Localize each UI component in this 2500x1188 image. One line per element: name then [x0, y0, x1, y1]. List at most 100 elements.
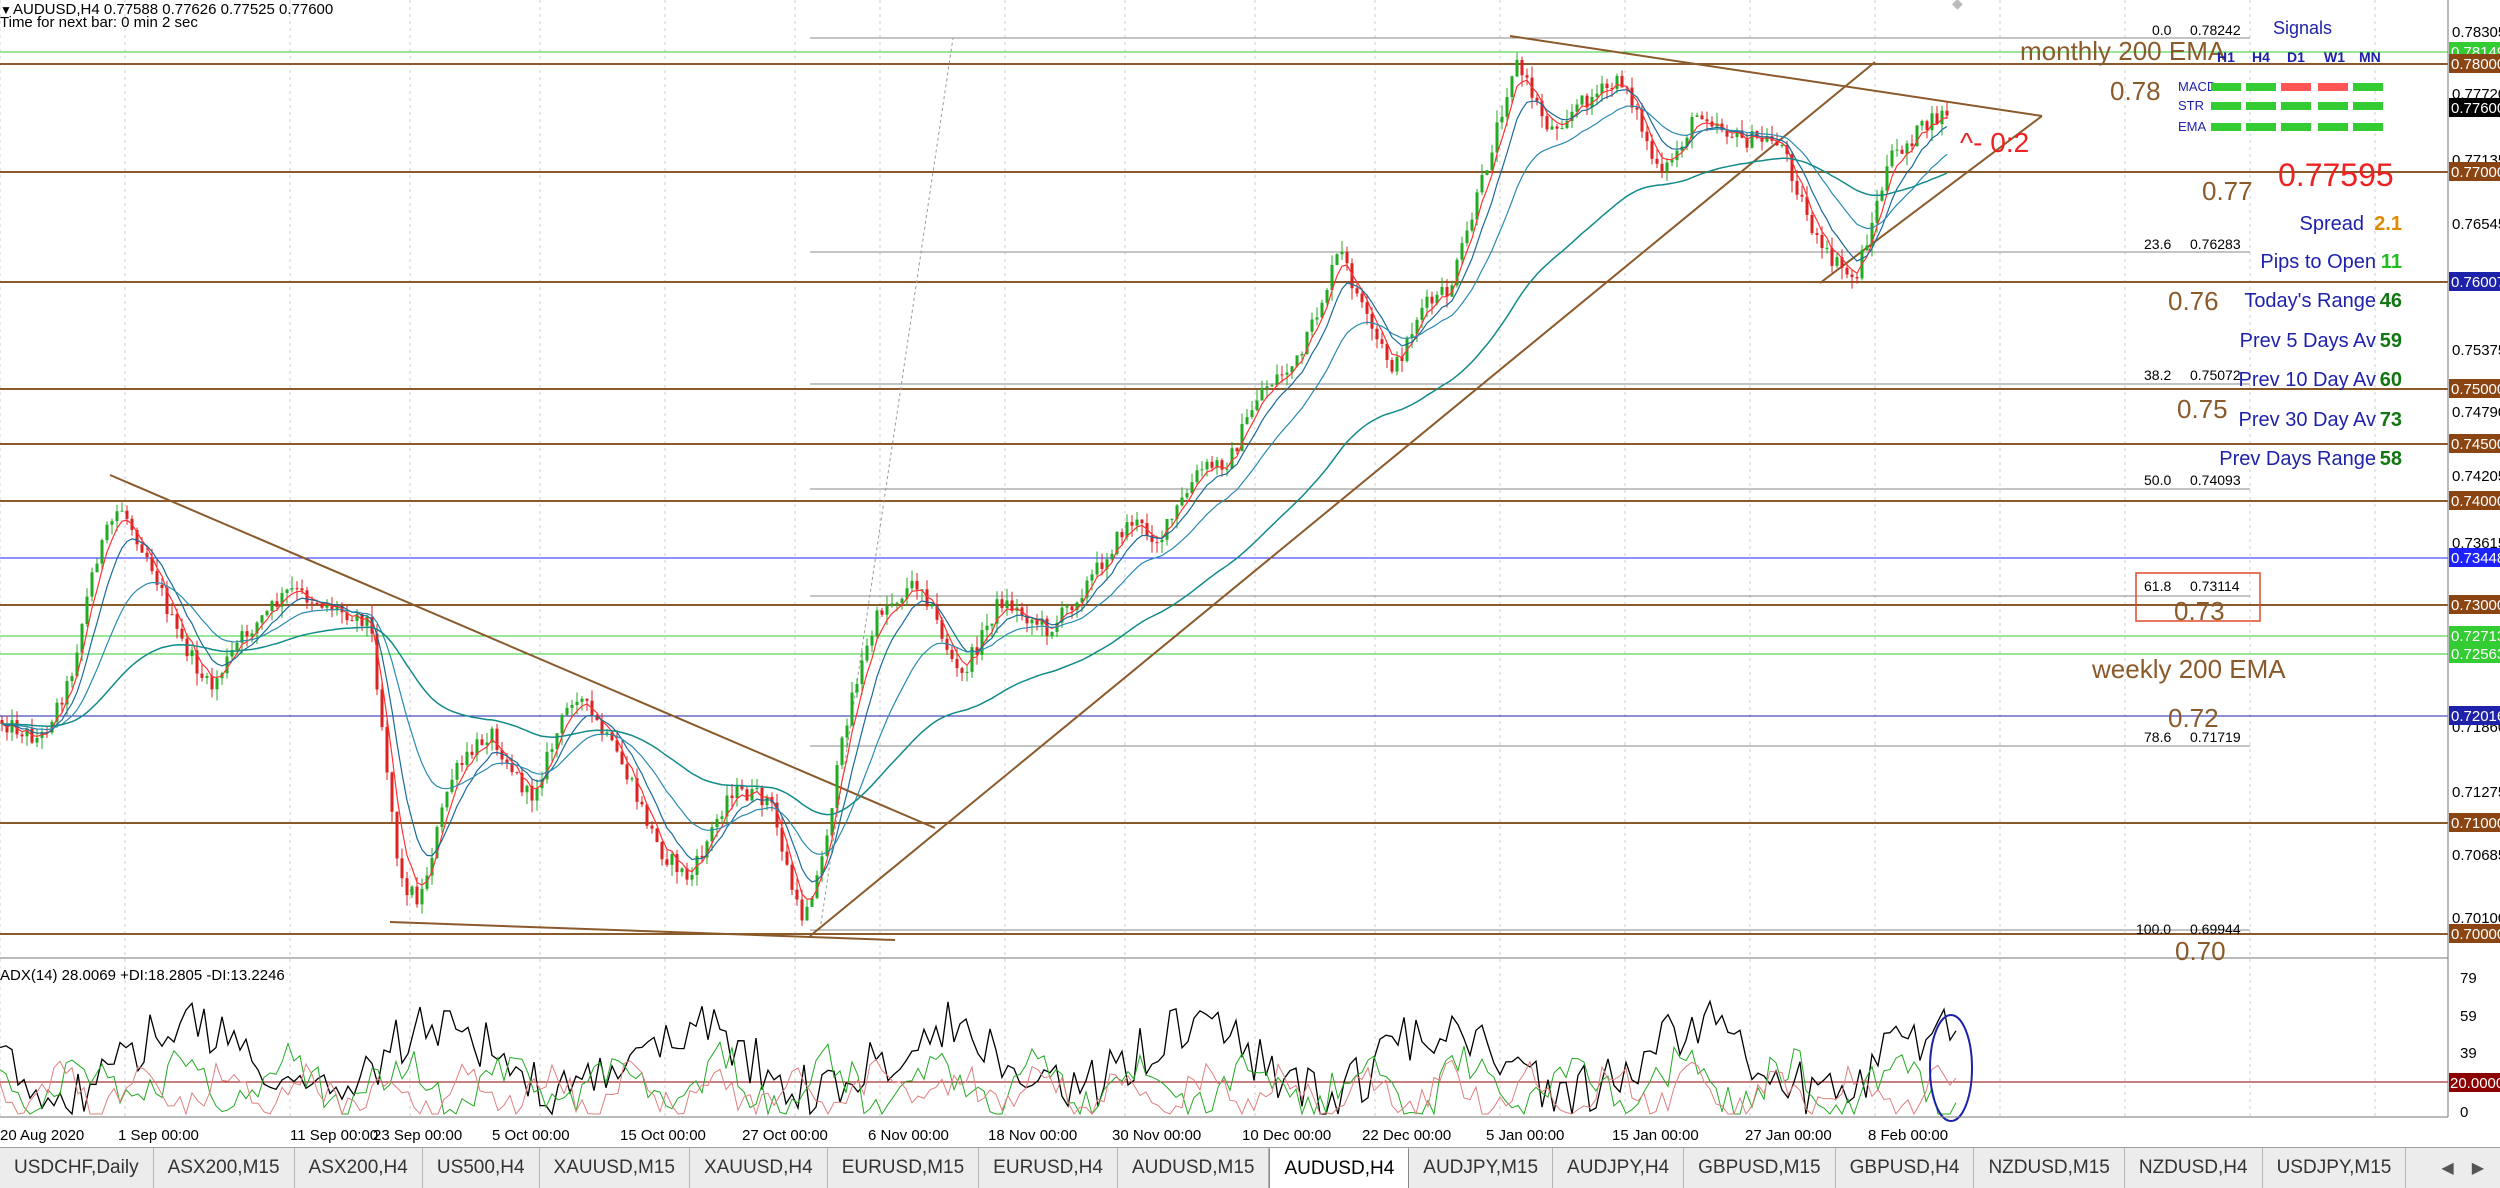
tab-eurusd-h4[interactable]: EURUSD,H4 [979, 1148, 1118, 1188]
fib-price-50: 0.74093 [2190, 472, 2241, 488]
scroll-right-icon[interactable]: ▶ [2471, 1160, 2484, 1177]
chart-tab-bar: USDCHF,Daily ASX200,M15 ASX200,H4 US500,H4 X… [0, 1147, 2500, 1188]
price-tag: 0.75000 [2449, 379, 2500, 398]
time-label: 18 Nov 00:00 [988, 1127, 1077, 1144]
fib-price-786: 0.71719 [2190, 729, 2241, 745]
signal-column: MN [2359, 49, 2381, 65]
stat-label: Prev Days Range [2219, 448, 2376, 470]
tab-audjpy-m15[interactable]: AUDJPY,M15 [1409, 1148, 1554, 1188]
stat-value: 58 [2380, 448, 2402, 470]
tab-xauusd-h4[interactable]: XAUUSD,H4 [690, 1148, 828, 1188]
signal-cell [2211, 83, 2241, 91]
price-axis[interactable]: 0.783050.777200.771350.765450.759600.753… [2449, 24, 2500, 943]
signal-cell [2211, 123, 2241, 131]
fib-618-box[interactable] [2135, 572, 2261, 622]
signal-cell [2281, 123, 2311, 131]
signals-panel: Signals H1 H4 D1 W1 MN MACD STR EMA [2178, 18, 2383, 134]
price-tick: 0.71275 [2452, 784, 2500, 801]
price-tag-text: 0.74500 [2451, 436, 2500, 453]
price-tag-text: 0.72713 [2451, 628, 2500, 645]
adx-tick: 59 [2460, 1008, 2477, 1025]
price-tag-text: 0.73448 [2451, 550, 2500, 567]
time-label: 11 Sep 00:00 [290, 1127, 378, 1144]
adx-tick: 39 [2460, 1045, 2477, 1062]
round-label-078: 0.78 [2110, 76, 2161, 106]
signal-column: H1 [2217, 49, 2235, 65]
price-tag: 0.77600 [2449, 98, 2500, 117]
tab-eurusd-m15[interactable]: EURUSD,M15 [828, 1148, 980, 1188]
signal-cell [2318, 123, 2348, 131]
stat-label: Pips to Open [2260, 251, 2376, 273]
moving-averages [1, 79, 1948, 900]
price-tag: 0.74000 [2449, 491, 2500, 510]
trend-lines[interactable] [109, 35, 2043, 941]
time-label: 30 Nov 00:00 [1112, 1127, 1201, 1144]
stat-label: Today's Range [2244, 290, 2376, 312]
round-label-072: 0.72 [2168, 703, 2219, 733]
fib-label-786: 78.6 [2144, 729, 2171, 745]
fib-label-0: 0.0 [2152, 22, 2172, 38]
tab-nzdusd-m15[interactable]: NZDUSD,M15 [1974, 1148, 2125, 1188]
price-tag-text: 0.73000 [2451, 597, 2500, 614]
tab-xauusd-m15[interactable]: XAUUSD,M15 [540, 1148, 690, 1188]
adx-header: ADX(14) 28.0069 +DI:18.2805 -DI:13.2246 [0, 967, 285, 984]
tab-audjpy-h4[interactable]: AUDJPY,H4 [1553, 1148, 1685, 1188]
level-lines [0, 51, 2448, 935]
tab-gbpusd-m15[interactable]: GBPUSD,M15 [1684, 1148, 1836, 1188]
header-top-icon: ◆ [1952, 0, 1963, 11]
tab-us500-h4[interactable]: US500,H4 [423, 1148, 540, 1188]
price-tag-text: 0.72563 [2451, 646, 2500, 663]
price-tick: 0.73615 [2452, 535, 2500, 552]
tab-gbpusd-h4[interactable]: GBPUSD,H4 [1836, 1148, 1975, 1188]
price-chart[interactable]: ADX(14) 28.0069 +DI:18.2805 -DI:13.2246 … [0, 0, 2500, 1147]
adx-tick: 0 [2460, 1104, 2468, 1121]
price-tag: 0.72713 [2449, 626, 2500, 645]
round-label-077: 0.77 [2202, 176, 2253, 206]
fib-label-382: 38.2 [2144, 367, 2171, 383]
price-tag-text: 0.70000 [2451, 926, 2500, 943]
symbol-header: AUDUSD,H4 0.77588 0.77626 0.77525 0.7760… [13, 1, 333, 18]
tab-audusd-h4[interactable]: AUDUSD,H4 [1269, 1148, 1410, 1188]
tab-usdjpy-m15[interactable]: USDJPY,M15 [2263, 1148, 2407, 1188]
price-tag: 0.73000 [2449, 595, 2500, 614]
stat-label: Spread [2300, 213, 2365, 235]
time-label: 15 Oct 00:00 [620, 1127, 706, 1144]
stat-value: 46 [2380, 290, 2402, 312]
adx-circle-annotation[interactable] [1929, 1014, 1973, 1122]
trendline-annotation: ^- 0:2 [1960, 127, 2029, 158]
adx-level-tag: 20.0000 [2449, 1073, 2500, 1092]
price-tag-text: 0.78000 [2451, 56, 2500, 73]
stat-value: 73 [2380, 409, 2402, 431]
tab-usdchf-daily[interactable]: USDCHF,Daily [0, 1148, 154, 1188]
header-arrow-icon[interactable]: ▼ [0, 3, 12, 17]
stat-label: Prev 10 Day Av [2239, 369, 2376, 391]
signal-cell [2246, 83, 2276, 91]
price-tag: 0.74500 [2449, 434, 2500, 453]
price-tag-text: 0.77600 [2451, 100, 2500, 117]
tab-asx200-m15[interactable]: ASX200,M15 [154, 1148, 295, 1188]
fib-label-50: 50.0 [2144, 472, 2171, 488]
scroll-left-icon[interactable]: ◀ [2441, 1160, 2454, 1177]
monthly-ema-label: monthly 200 EMA [2020, 36, 2226, 66]
tab-asx200-h4[interactable]: ASX200,H4 [295, 1148, 423, 1188]
time-label: 15 Jan 00:00 [1612, 1127, 1699, 1144]
adx-tick: 79 [2460, 970, 2477, 987]
signal-column: D1 [2287, 49, 2305, 65]
stat-value: 2.1 [2374, 213, 2402, 235]
time-label: 10 Dec 00:00 [1242, 1127, 1331, 1144]
time-label: 23 Sep 00:00 [373, 1127, 462, 1144]
price-tick: 0.75375 [2452, 342, 2500, 359]
fib-price-100: 0.69944 [2190, 921, 2241, 937]
adx-indicator [0, 999, 1957, 1116]
price-tag: 0.70000 [2449, 924, 2500, 943]
price-tag-text: 0.71000 [2451, 815, 2500, 832]
time-label: 5 Jan 00:00 [1486, 1127, 1564, 1144]
stat-value: 11 [2381, 251, 2402, 273]
time-label: 6 Nov 00:00 [868, 1127, 949, 1144]
fib-label-100: 100.0 [2136, 921, 2171, 937]
tab-nzdusd-h4[interactable]: NZDUSD,H4 [2125, 1148, 2263, 1188]
tab-audusd-m15[interactable]: AUDUSD,M15 [1118, 1148, 1270, 1188]
